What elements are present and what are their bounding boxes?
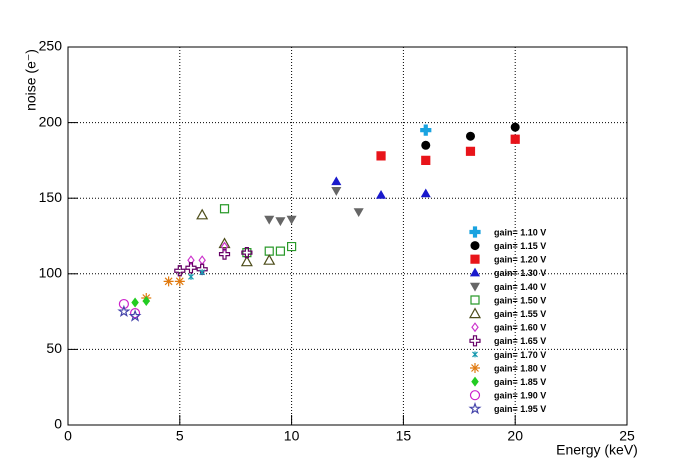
y-tick-label: 50 (46, 340, 62, 356)
marker (263, 253, 276, 265)
x-tick-label: 20 (507, 428, 523, 444)
legend-marker (472, 351, 478, 358)
marker (275, 217, 286, 227)
marker (376, 151, 386, 161)
marker (128, 309, 142, 322)
marker (240, 255, 253, 267)
legend-marker (469, 335, 481, 347)
marker (465, 131, 475, 141)
legend-marker (471, 376, 479, 387)
marker (198, 255, 206, 266)
legend-marker (470, 241, 480, 251)
legend-label: gain= 1.15 V (494, 241, 546, 251)
marker (142, 296, 151, 307)
x-axis-label: Energy (keV) (556, 442, 638, 458)
marker (241, 247, 253, 259)
data-layer (117, 122, 520, 322)
marker (420, 124, 432, 136)
marker (185, 262, 197, 274)
legend-marker (470, 295, 480, 305)
legend-marker (469, 226, 481, 238)
marker (218, 248, 231, 260)
legend-label: gain= 1.90 V (494, 391, 546, 401)
legend-label: gain= 1.65 V (494, 336, 546, 346)
legend-marker (468, 307, 482, 319)
legend-label: gain= 1.55 V (494, 309, 546, 319)
marker (421, 155, 431, 165)
marker (510, 134, 520, 144)
marker (465, 146, 476, 156)
marker (219, 204, 230, 214)
marker (220, 241, 229, 252)
marker (331, 187, 342, 196)
legend-label: gain= 1.95 V (494, 404, 546, 414)
y-tick-label: 100 (39, 265, 63, 281)
marker (264, 215, 275, 225)
legend-label: gain= 1.10 V (494, 227, 546, 237)
legend-label: gain= 1.70 V (494, 350, 546, 360)
marker (331, 176, 342, 186)
y-tick-label: 150 (39, 189, 63, 205)
marker (118, 298, 130, 310)
legend-marker (470, 254, 480, 264)
legend-label: gain= 1.40 V (494, 282, 546, 292)
x-tick-label: 0 (64, 428, 72, 444)
x-tick-label: 5 (176, 428, 184, 444)
legend-marker (469, 267, 481, 277)
marker (286, 215, 297, 225)
legend: gain= 1.10 V gain= 1.15 V gain= 1.20 V gain… (468, 226, 546, 415)
legend-marker (469, 282, 481, 292)
marker (242, 248, 252, 258)
marker (188, 273, 194, 280)
y-tick-label: 250 (39, 38, 63, 54)
marker (275, 246, 286, 256)
marker (264, 246, 274, 256)
legend-marker (468, 401, 482, 415)
marker (174, 265, 186, 277)
marker (421, 140, 431, 150)
legend-label: gain= 1.85 V (494, 377, 546, 387)
marker (199, 269, 206, 276)
legend-marker (469, 390, 481, 401)
marker (376, 189, 387, 199)
marker (187, 255, 195, 266)
y-tick-label: 0 (54, 416, 62, 432)
marker (117, 304, 131, 318)
marker (353, 208, 364, 218)
y-axis-label: noise (e⁻) (23, 49, 39, 111)
legend-label: gain= 1.60 V (494, 323, 546, 333)
y-tick-label: 200 (39, 113, 63, 129)
legend-label: gain= 1.80 V (494, 363, 546, 373)
marker (131, 297, 139, 308)
marker (510, 122, 520, 132)
marker (287, 241, 297, 252)
x-tick-label: 15 (396, 428, 412, 444)
legend-marker (471, 322, 479, 333)
legend-label: gain= 1.50 V (494, 295, 546, 305)
marker (420, 188, 431, 198)
legend-label: gain= 1.30 V (494, 268, 546, 278)
marker (218, 237, 231, 249)
marker (174, 276, 185, 287)
marker (163, 276, 174, 287)
marker (196, 208, 209, 220)
x-tick-label: 25 (619, 428, 635, 444)
x-tick-label: 10 (284, 428, 300, 444)
legend-marker (470, 363, 480, 373)
legend-label: gain= 1.20 V (494, 255, 546, 265)
